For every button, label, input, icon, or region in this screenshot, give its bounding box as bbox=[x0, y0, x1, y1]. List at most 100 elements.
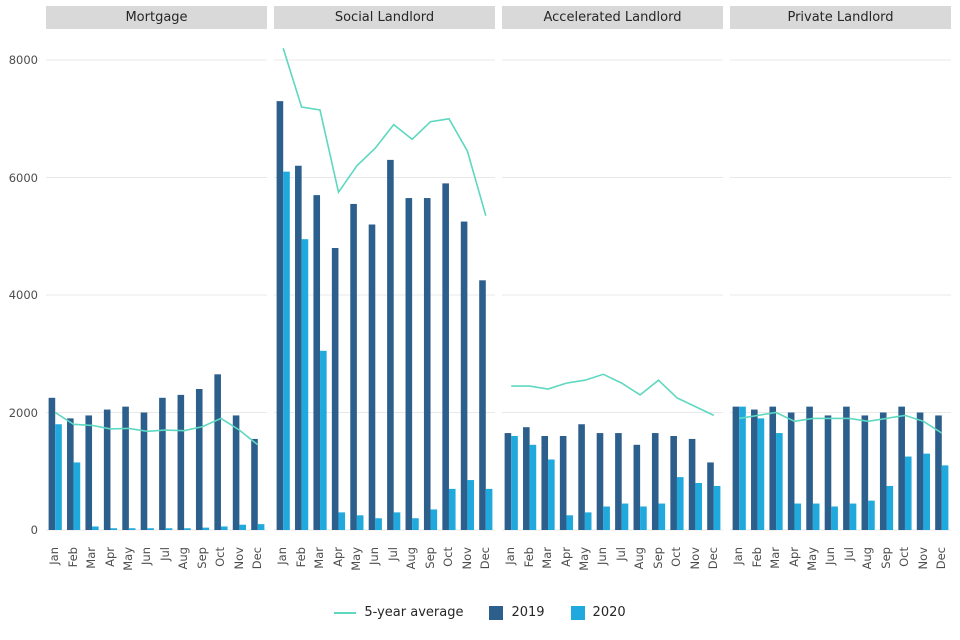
bar-2019-Dec bbox=[707, 462, 714, 530]
bar-2020-Jan bbox=[511, 436, 518, 530]
legend-line-swatch bbox=[334, 611, 357, 614]
bar-2019-Sep bbox=[879, 412, 887, 530]
bar-2019-Aug bbox=[861, 415, 869, 530]
x-tick-label: Apr bbox=[330, 547, 345, 567]
x-tick-label: Sep bbox=[650, 547, 665, 569]
facet-plot-area bbox=[730, 59, 951, 531]
bar-2020-Apr bbox=[338, 512, 346, 531]
bar-2019-Jun bbox=[596, 433, 604, 530]
x-tick-label: Feb bbox=[749, 547, 764, 568]
bar-2020-Aug bbox=[640, 506, 647, 530]
bar-2020-Dec bbox=[257, 524, 265, 531]
bar-2019-Feb bbox=[67, 418, 74, 531]
y-tick-label: 8000 bbox=[8, 53, 38, 67]
bar-2019-Dec bbox=[251, 438, 258, 530]
facet-panel-private-landlord: Private Landlord Jan Feb Mar Apr May Jun Jul Aug… bbox=[730, 6, 951, 593]
bar-2019-Oct bbox=[670, 436, 677, 530]
bar-2020-May bbox=[812, 503, 820, 530]
bar-2020-Aug bbox=[868, 500, 875, 531]
bar-2019-Nov bbox=[460, 221, 468, 530]
y-tick-label: 2000 bbox=[8, 405, 38, 420]
bar-2020-Apr bbox=[794, 503, 802, 530]
x-tick-label: Oct bbox=[213, 547, 228, 567]
bar-2020-Jan bbox=[55, 424, 62, 530]
bar-2020-Sep bbox=[886, 485, 894, 530]
x-tick-label: Aug bbox=[404, 547, 419, 570]
bar-2019-Nov bbox=[688, 438, 696, 530]
facet-panel-mortgage: Mortgage Jan Feb Mar Apr May Jun Jul Aug Sep Oct No… bbox=[46, 6, 267, 593]
facet-strip-label: Mortgage bbox=[46, 6, 267, 29]
x-tick-label: Nov bbox=[231, 547, 246, 570]
x-tick-label: Dec bbox=[249, 547, 264, 570]
x-tick-label: Mar bbox=[540, 547, 555, 569]
bar-2020-Jun bbox=[375, 518, 382, 530]
bar-2019-Jun bbox=[140, 412, 148, 530]
x-axis-labels: Jan Feb Mar Apr May Jun Jul Aug Sep Oct Nov Dec bbox=[730, 547, 951, 593]
bar-2020-Feb bbox=[73, 462, 81, 530]
x-tick-label: May bbox=[577, 547, 592, 571]
bar-2019-Jan bbox=[276, 101, 284, 531]
bar-2019-Nov bbox=[232, 415, 240, 530]
y-tick-label: 0 bbox=[30, 523, 38, 537]
bar-2019-Jul bbox=[387, 159, 394, 531]
bar-2019-Jan bbox=[732, 406, 740, 531]
bar-2020-Sep bbox=[430, 509, 438, 530]
bar-2019-Mar bbox=[769, 406, 777, 531]
legend-label-five-year-average: 5-year average bbox=[364, 605, 464, 620]
bar-2020-Oct bbox=[448, 488, 456, 531]
legend-item-five-year-average: 5-year average bbox=[334, 605, 463, 620]
x-tick-label: Sep bbox=[878, 547, 893, 569]
x-tick-label: Nov bbox=[915, 547, 930, 570]
bar-2019-Jun bbox=[824, 415, 832, 530]
bar-2019-Oct bbox=[898, 406, 905, 531]
x-tick-label: Nov bbox=[687, 547, 702, 570]
legend-label-2019: 2019 bbox=[511, 605, 545, 620]
bar-2019-May bbox=[578, 424, 585, 530]
bar-2020-Oct bbox=[676, 477, 684, 531]
bar-2020-Jun bbox=[147, 528, 154, 530]
x-tick-label: Mar bbox=[768, 547, 783, 569]
plot-row: 0 2000 4000 6000 8000 Mortgage Jan Feb Mar Apr Ma… bbox=[0, 6, 960, 593]
bar-2020-Jan bbox=[283, 171, 290, 531]
bar-2019-Nov bbox=[916, 412, 924, 530]
legend-2020-swatch bbox=[570, 605, 585, 620]
facet-strip-label: Social Landlord bbox=[274, 6, 495, 29]
bar-2020-Jul bbox=[621, 503, 629, 530]
bar-2020-Nov bbox=[923, 453, 930, 531]
facet-panel-social-landlord: Social Landlord Jan Feb Mar Apr May Jun Jul Aug S… bbox=[274, 6, 495, 593]
legend-label-2020: 2020 bbox=[592, 605, 626, 620]
five-year-average-line bbox=[54, 411, 259, 446]
bar-2020-Jul bbox=[849, 503, 857, 530]
x-tick-label: Aug bbox=[860, 547, 875, 570]
x-tick-label: Jul bbox=[157, 547, 172, 561]
bar-2019-Aug bbox=[633, 444, 641, 530]
legend-item-2020: 2020 bbox=[570, 605, 626, 620]
five-year-average-line bbox=[511, 373, 715, 417]
x-tick-label: Mar bbox=[84, 547, 99, 569]
bar-2019-Apr bbox=[787, 412, 795, 530]
x-tick-label: Oct bbox=[669, 547, 684, 567]
y-axis: 0 2000 4000 6000 8000 bbox=[0, 6, 46, 593]
bar-2020-Oct bbox=[904, 456, 912, 530]
bar-2019-Jan bbox=[504, 433, 512, 530]
bar-2020-Feb bbox=[301, 239, 309, 530]
x-tick-label: Apr bbox=[786, 547, 801, 567]
x-tick-label: Mar bbox=[312, 547, 327, 569]
bar-2020-Mar bbox=[320, 350, 327, 530]
bar-2020-May bbox=[584, 512, 592, 531]
five-year-average-line bbox=[739, 411, 943, 434]
bar-2020-Jul bbox=[393, 512, 401, 531]
bar-2020-Nov bbox=[467, 480, 474, 530]
bar-2020-Dec bbox=[941, 465, 949, 531]
x-tick-label: Jun bbox=[595, 547, 610, 565]
x-tick-label: May bbox=[349, 547, 364, 571]
x-tick-label: Feb bbox=[293, 547, 308, 568]
x-tick-label: Oct bbox=[441, 547, 456, 567]
bar-2019-Jul bbox=[159, 397, 166, 530]
bar-2020-Sep bbox=[658, 503, 666, 530]
facet-plot-area bbox=[274, 48, 495, 531]
bar-2019-Mar bbox=[313, 195, 321, 531]
bar-2019-May bbox=[350, 203, 357, 530]
bar-2019-Aug bbox=[405, 198, 413, 530]
bar-2020-Apr bbox=[566, 515, 574, 530]
